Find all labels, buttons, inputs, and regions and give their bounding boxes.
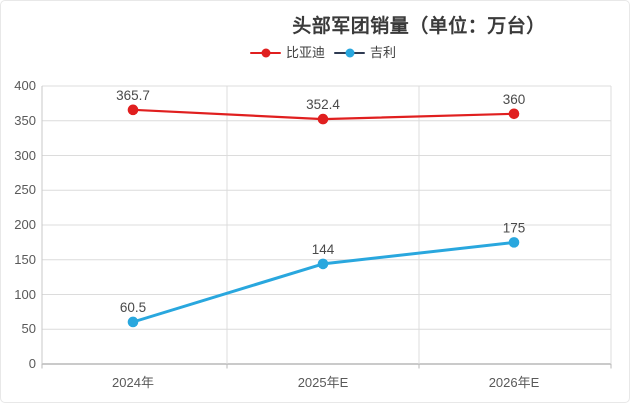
y-tick-label: 100 xyxy=(14,286,36,302)
byd-legend-dot xyxy=(260,48,270,57)
y-tick-label: 0 xyxy=(28,356,36,371)
x-tick-label: 2025年E xyxy=(297,375,349,390)
byd-line-marker-icon xyxy=(249,46,281,59)
data-point-byd xyxy=(317,113,329,125)
data-label: 365.7 xyxy=(116,88,150,103)
data-point-byd xyxy=(508,108,520,120)
data-point-byd xyxy=(127,104,139,116)
y-tick-label: 300 xyxy=(14,147,36,163)
y-tick-label: 400 xyxy=(14,78,36,93)
y-axis-labels: 0 50 100 150 200 250 300 350 400 xyxy=(5,1,36,402)
data-label: 175 xyxy=(503,220,526,235)
legend-item-byd[interactable]: 比亚迪 xyxy=(249,45,325,60)
geely-line-marker-icon xyxy=(334,46,365,59)
y-tick-label: 250 xyxy=(14,182,36,198)
data-label: 360 xyxy=(503,92,526,107)
x-tick-label: 2024年 xyxy=(112,375,154,390)
data-label: 352.4 xyxy=(306,97,340,112)
x-tick-label: 2026年E xyxy=(488,375,540,390)
data-point-geely xyxy=(317,258,329,270)
y-tick-label: 200 xyxy=(14,217,36,232)
chart-title: 头部军团销量（单位：万台） xyxy=(292,16,546,37)
data-label: 60.5 xyxy=(120,300,146,315)
y-tick-label: 350 xyxy=(14,112,36,128)
legend-item-geely[interactable]: 吉利 xyxy=(334,46,396,59)
x-axis-labels: 2024年 2025年E 2026年E xyxy=(1,370,629,390)
legend: 比亚迪 吉利 xyxy=(249,45,396,60)
legend-label-byd: 比亚迪 xyxy=(285,45,325,60)
y-tick-label: 50 xyxy=(21,321,36,337)
data-point-geely xyxy=(508,237,520,248)
geely-legend-dot xyxy=(345,48,354,57)
y-tick-label: 150 xyxy=(14,251,36,267)
data-point-geely xyxy=(127,316,139,328)
legend-label-geely: 吉利 xyxy=(370,45,397,60)
data-label: 144 xyxy=(312,242,335,257)
